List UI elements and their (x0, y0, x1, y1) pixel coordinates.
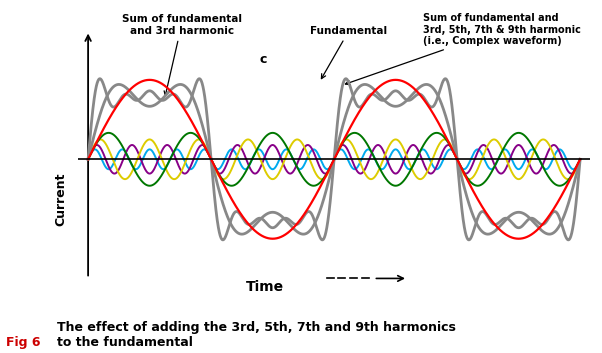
Text: Fundamental: Fundamental (310, 26, 388, 79)
Text: The effect of adding the 3rd, 5th, 7th and 9th harmonics
to the fundamental: The effect of adding the 3rd, 5th, 7th a… (57, 322, 456, 349)
Text: c: c (259, 53, 267, 66)
Text: Fig 6: Fig 6 (6, 336, 40, 349)
Text: Sum of fundamental
and 3rd harmonic: Sum of fundamental and 3rd harmonic (122, 14, 241, 96)
Text: Current: Current (55, 172, 67, 226)
Text: Time: Time (246, 280, 284, 294)
Text: Sum of fundamental and
3rd, 5th, 7th & 9th harmonic
(i.e., Complex waveform): Sum of fundamental and 3rd, 5th, 7th & 9… (346, 13, 580, 85)
